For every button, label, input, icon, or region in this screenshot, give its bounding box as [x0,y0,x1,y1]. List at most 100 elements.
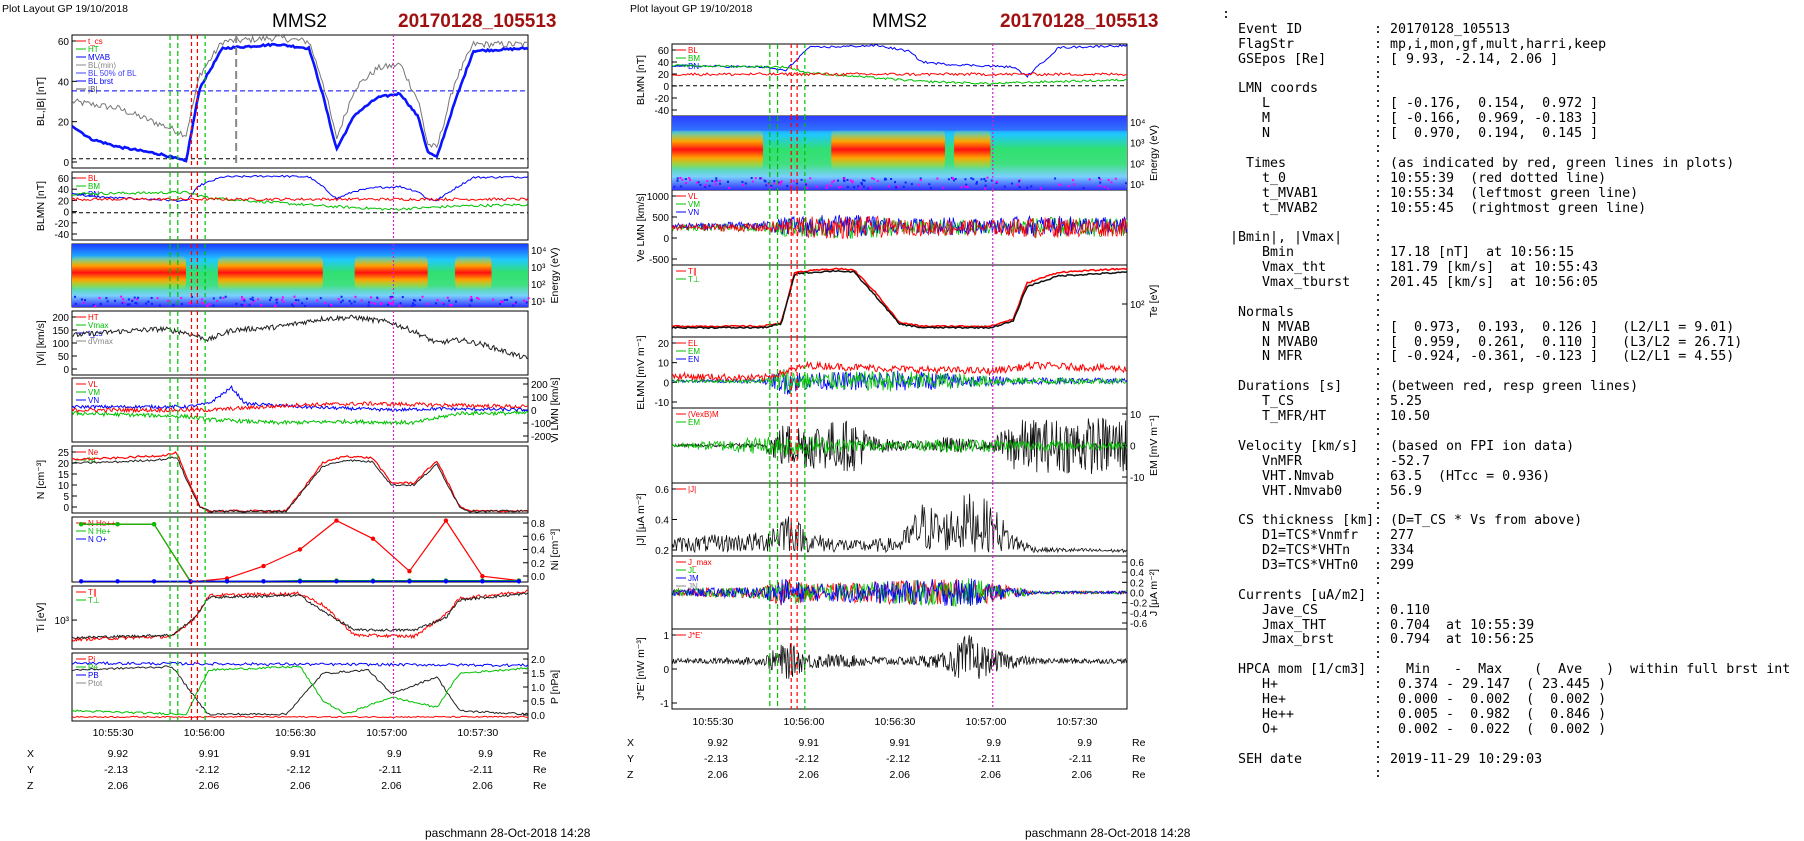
ytick-label-spec: 10⁴ [531,246,546,257]
minor-ion-point [115,522,120,527]
summary-row: : [1222,290,1800,306]
ion-spectrogram-speckle [106,300,109,303]
minor-ion-point [370,536,376,541]
ytick-label-jlmn: -0.4 [1130,609,1148,620]
ytick-label-te: 10² [1130,300,1145,311]
ephemeris-value: -2.13 [704,753,728,765]
legend-label-p: Ptot [88,679,103,688]
electron-spectrogram-speckle [1088,178,1091,181]
ephemeris-value: -2.11 [378,764,401,776]
panel-frame-n [71,445,529,514]
time-tick-label: 10:55:30 [693,716,734,728]
summary-key: Times [1222,155,1287,171]
ytick-label-vi: 200 [52,313,69,324]
ytick-label-blmn: -20 [55,219,70,230]
ion-spectrogram-speckle [339,301,342,304]
ion-spectrogram-speckle [499,300,502,303]
summary-value: : [ -0.166, 0.969, -0.183 ] [1374,111,1599,127]
summary-value: : [1374,81,1383,97]
electron-spectrogram-speckle [1017,180,1020,183]
electron-spectrogram-speckle [800,178,803,181]
summary-key: GSEpos [Re] [1222,51,1327,67]
summary-row: : [1222,423,1800,440]
ytick-label-spec: 10³ [531,263,546,274]
summary-key: Vmax_tburst [1222,275,1351,291]
ion-spectrogram-speckle [449,304,452,307]
summary-row: He+: 0.000 - 0.002 ( 0.002 ) [1222,692,1800,708]
summary-value: : 2019-11-29 10:29:03 [1374,751,1543,767]
ytick-label-vlmn: -200 [531,432,551,443]
ion-spectrogram-speckle [241,304,244,307]
ytick-label-blmn: 60 [658,46,670,57]
electron-spectrogram-speckle [975,181,978,184]
summary-key: : [1222,8,1231,22]
ion-spectrogram-speckle [251,299,254,302]
ytick-label-espec: 10³ [1130,139,1145,150]
ion-spectrogram-speckle [147,300,150,303]
time-tick-label: 10:56:30 [875,716,916,728]
summary-value: : [1374,736,1383,752]
legend-label-nhe: N He++ [88,519,116,528]
summary-key: Event ID [1222,21,1303,37]
electron-spectrogram-speckle [679,176,682,179]
ion-spectrogram-speckle [506,298,509,301]
ion-spectrogram-speckle [222,296,225,299]
panel-frame-blmn [671,43,1128,117]
summary-row: : [1222,572,1800,589]
ion-spectrogram-speckle [441,302,444,305]
summary-key: Currents [uA/m2] [1222,587,1367,603]
ylabel-p: P [nPa] [549,670,561,704]
electron-spectrogram-speckle [1110,181,1113,184]
ve-vm [671,216,1128,239]
summary-value: : 10.50 [1374,409,1431,425]
summary-key: |Bmin|, |Vmax| [1222,230,1343,246]
electron-spectrogram-speckle [778,182,781,185]
ephemeris-value: 9.91 [290,748,311,760]
summary-row: : [1222,8,1800,23]
ion-spectrogram-speckle [202,302,205,305]
legend-label-bl: MVAB [88,53,110,62]
ytick-label-n: 25 [58,448,70,459]
summary-row: Normals: [1222,304,1800,321]
ytick-label-blmn: -40 [55,230,70,241]
electron-spectrogram-speckle [754,177,757,180]
ytick-label-spec: 10¹ [531,297,546,308]
ion-spectrogram-speckle [260,304,263,307]
ytick-label-e: 0 [663,378,669,389]
summary-row: : [1222,736,1800,753]
legend-label-je: J*E' [688,631,702,640]
ion-spectrogram-speckle [172,304,175,307]
electron-spectrogram-speckle [728,186,731,189]
ytick-label-vi: 0 [63,365,69,376]
summary-row: D1=TCS*Vnmfr: 277 [1222,528,1800,544]
ion-spectrogram-speckle [92,303,95,306]
ion-spectrogram-speckle [426,302,429,305]
ephemeris-value: -2.12 [795,753,819,765]
ti-perp-trace [71,592,529,640]
ytick-label-blmn: 40 [658,58,670,69]
summary-value: : [1374,423,1383,439]
ion-spectrogram-speckle [413,304,416,307]
electron-spectrogram-speckle [910,183,913,186]
electron-spectrogram-speckle [951,177,954,180]
summary-value: : [1374,304,1383,320]
summary-value: : [1374,572,1383,588]
electron-spectrogram-speckle [829,184,832,187]
electron-spectrogram-speckle [863,179,866,182]
ephemeris-value: 9.9 [986,737,1001,749]
legend-label-bl: |B| [88,85,98,94]
p-ptot [71,661,529,668]
electron-spectrogram-speckle [846,178,849,181]
electron-spectrogram-speckle [894,181,897,184]
summary-value: : [1374,230,1383,246]
ephemeris-value: 9.92 [708,737,729,749]
ylabel-blmn: BLMN [nT] [35,181,47,231]
electron-spectrogram-speckle [902,185,905,188]
ion-spectrogram-speckle [412,302,415,305]
ion-spectrogram-speckle [249,298,252,301]
time-tick-label: 10:56:30 [275,727,316,739]
summary-row: VnMFR: -52.7 [1222,454,1800,470]
ion-spectrogram-speckle [360,299,363,302]
ion-spectrogram-speckle [412,299,415,302]
ytick-label-jlmn: 0.0 [1130,589,1144,600]
